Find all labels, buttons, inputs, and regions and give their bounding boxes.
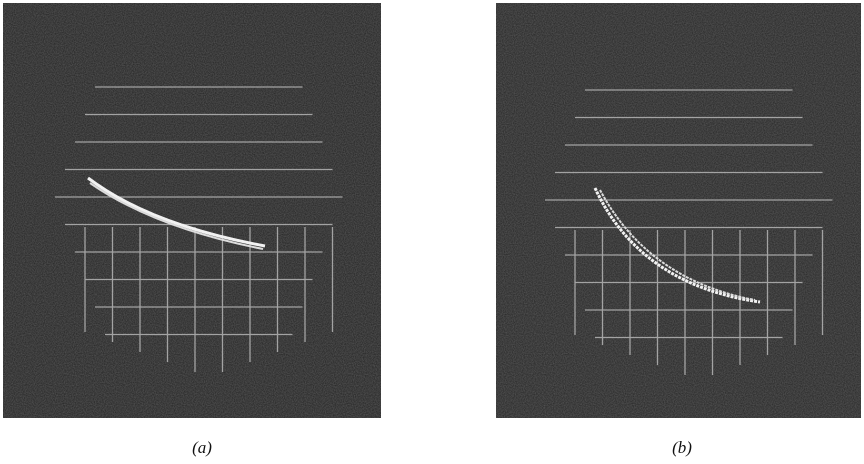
page: {"panels": [{"label": "(a)"}, {"label": … (0, 0, 864, 464)
photo-grain (496, 3, 861, 418)
photo-grain (3, 3, 381, 418)
photo-b (496, 3, 861, 418)
photo-a (3, 3, 381, 418)
figure (0, 0, 864, 430)
panel-label: (a) (172, 438, 232, 458)
panel-label: (b) (652, 438, 712, 458)
